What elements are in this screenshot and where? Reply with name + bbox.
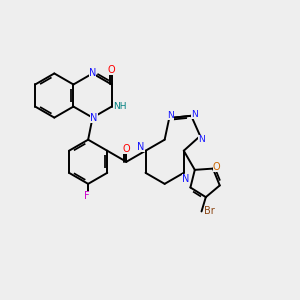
- Text: NH: NH: [113, 102, 127, 111]
- Text: Br: Br: [204, 206, 214, 216]
- Text: O: O: [123, 143, 130, 154]
- Text: N: N: [191, 110, 197, 119]
- Text: N: N: [137, 142, 145, 152]
- Text: F: F: [84, 191, 89, 201]
- Text: O: O: [108, 65, 116, 75]
- Text: N: N: [198, 135, 205, 144]
- Text: N: N: [182, 174, 189, 184]
- Text: N: N: [89, 68, 96, 78]
- Text: O: O: [213, 162, 220, 172]
- Text: N: N: [90, 112, 98, 123]
- Text: N: N: [167, 111, 174, 120]
